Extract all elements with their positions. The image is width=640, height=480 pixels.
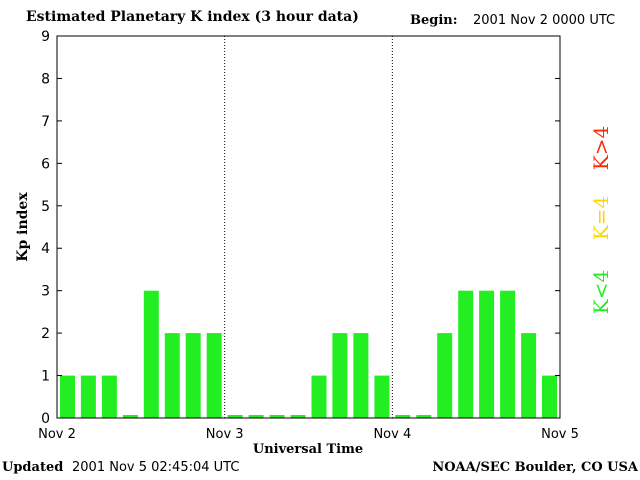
plot-frame [56,35,561,419]
kp-bar [458,290,474,418]
y-tick-label: 9 [41,29,50,45]
kp-bar [374,375,390,418]
y-tick-label: 0 [41,411,50,427]
updated-label: Updated [2,460,64,475]
kp-bar [60,375,75,418]
kp-bar [521,333,537,418]
legend: K>4 K=4 K<4 [589,126,613,314]
kp-bar [332,333,348,418]
x-axis-label: Universal Time [253,442,363,457]
kp-bar [395,415,411,418]
x-axis: Nov 2 Nov 3 Nov 4 Nov 5 [38,427,579,442]
kp-bar [479,290,495,418]
kp-bar [164,333,180,418]
day-separators [224,36,393,418]
kp-bar [122,415,138,418]
kp-bar [143,290,159,418]
kp-bar [101,375,117,418]
kp-bar [437,333,453,418]
kp-bar [353,333,369,418]
y-axis-label: Kp index [15,192,31,262]
x-tick-label: Nov 4 [373,427,411,442]
legend-entry: K=4 [589,196,613,240]
updated-value: 2001 Nov 5 02:45:04 UTC [72,460,240,475]
y-tick-label: 6 [41,156,50,172]
kp-bar [227,415,243,418]
kp-bar [185,333,201,418]
chart-title: Estimated Planetary K index (3 hour data… [26,9,359,25]
begin-value: 2001 Nov 2 0000 UTC [473,13,616,28]
begin-label: Begin: [410,13,458,28]
bars-group [60,290,557,418]
legend-entry: K>4 [589,126,613,170]
x-tick-label: Nov 2 [38,427,76,442]
y-tick-label: 2 [41,326,50,342]
legend-entry: K<4 [589,270,613,314]
y-tick-label: 7 [41,114,50,130]
kp-bar [542,375,557,418]
y-tick-label: 4 [41,241,50,257]
y-tick-label: 1 [41,369,50,385]
y-tick-label: 8 [41,71,50,87]
kp-bar [416,415,432,418]
credit-text: NOAA/SEC Boulder, CO USA [432,460,638,475]
y-tick-label: 5 [41,199,50,215]
kp-bar [206,333,222,418]
kp-bar [500,290,516,418]
kp-bar [269,415,285,418]
y-axis: 0 1 2 3 4 5 6 7 8 9 [41,29,560,427]
x-tick-label: Nov 3 [206,427,244,442]
y-tick-label: 3 [41,284,50,300]
kp-bar [80,375,96,418]
x-tick-label: Nov 5 [541,427,579,442]
kp-bar [311,375,327,418]
kp-bar [290,415,306,418]
kp-bar [248,415,264,418]
